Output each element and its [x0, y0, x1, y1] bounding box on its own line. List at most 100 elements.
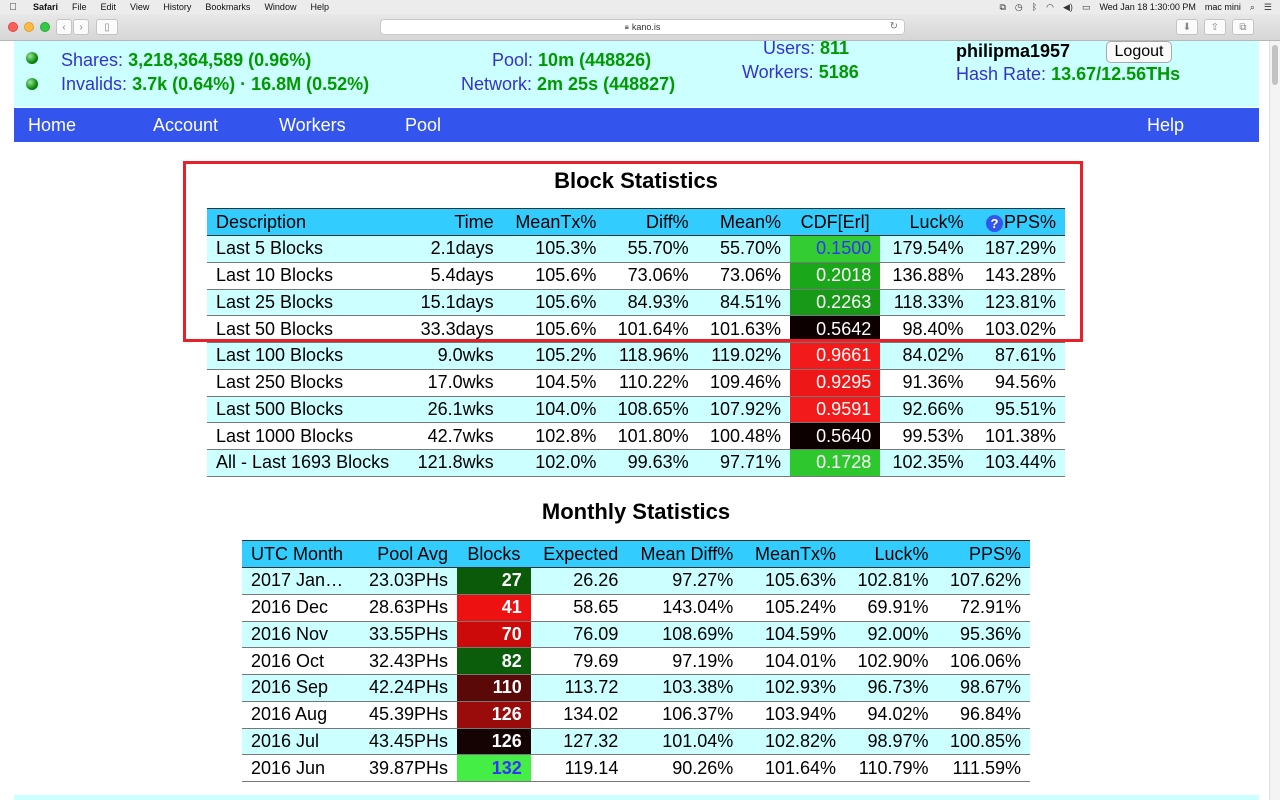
row-month: 2016 Nov [242, 621, 357, 649]
menu-help[interactable]: Help [310, 2, 329, 12]
row-month: 2016 Aug [242, 701, 357, 729]
row-time: 15.1days [405, 289, 503, 317]
nav-account[interactable]: Account [153, 115, 219, 135]
row-mean: 100.48% [697, 422, 791, 450]
row-month: 2016 Sep [242, 674, 357, 702]
share-button[interactable]: ⇧ [1204, 19, 1226, 35]
row-month: 2016 Jul [242, 728, 357, 756]
row-meantx: 103.94% [742, 701, 846, 729]
row-description: All - Last 1693 Blocks [207, 449, 406, 477]
row-meantx: 102.93% [742, 674, 846, 702]
row-pps: 107.62% [937, 567, 1030, 595]
sidebar-button[interactable]: ▯ [96, 19, 118, 35]
row-diff: 110.22% [605, 369, 698, 397]
nav-pool[interactable]: Pool [405, 115, 442, 135]
menu-history[interactable]: History [163, 2, 192, 12]
row-cdf: 0.1500 [790, 235, 881, 263]
scrollbar-thumb[interactable] [1272, 45, 1278, 85]
menu-window[interactable]: Window [264, 2, 297, 12]
table-row: 2016 Nov 33.55PHs 70 76.09 108.69% 104.59% 92.… [242, 621, 1030, 649]
row-diff: 84.93% [605, 289, 698, 317]
address-bar[interactable]: 🔒︎ kano.is ↻ [380, 19, 905, 35]
row-blocks: 70 [457, 621, 531, 649]
forward-button[interactable]: › [73, 19, 89, 35]
row-time: 42.7wks [405, 422, 503, 450]
row-meantx: 105.3% [502, 235, 606, 263]
page-scrollbar[interactable] [1269, 41, 1280, 800]
menu-edit[interactable]: Edit [100, 2, 117, 12]
row-cdf: 0.9661 [790, 342, 881, 370]
row-luck: 98.40% [880, 315, 973, 343]
menu-file[interactable]: File [72, 2, 87, 12]
col-blocks: Blocks [457, 540, 531, 568]
row-meantx: 105.63% [742, 567, 846, 595]
table-header-row: UTC Month Pool Avg Blocks Expected Mean … [242, 540, 1030, 568]
row-luck: 99.53% [880, 422, 973, 450]
row-pool-avg: 45.39PHs [356, 701, 458, 729]
bluetooth-icon[interactable]: ᛒ [1031, 2, 1038, 12]
menubar-clock[interactable]: Wed Jan 18 1:30:00 PM [1099, 2, 1196, 12]
back-button[interactable]: ‹ [56, 19, 72, 35]
row-blocks: 27 [457, 567, 531, 595]
table-row: 2017 Jan… 23.03PHs 27 26.26 97.27% 105.63% 102… [242, 567, 1030, 595]
row-pps: 95.36% [937, 621, 1030, 649]
row-description: Last 5 Blocks [207, 235, 406, 263]
volume-icon[interactable]: ◀) [1063, 1, 1073, 12]
row-luck: 91.36% [880, 369, 973, 397]
row-pool-avg: 39.87PHs [356, 754, 458, 782]
nav-help[interactable]: Help [1147, 115, 1185, 135]
pool-value: 10m (448826) [538, 50, 652, 70]
row-description: Last 50 Blocks [207, 315, 406, 343]
row-luck: 94.02% [845, 701, 938, 729]
reload-icon[interactable]: ↻ [889, 21, 898, 32]
row-description: Last 25 Blocks [207, 289, 406, 317]
col-utc-month: UTC Month [242, 540, 357, 568]
row-cdf: 0.5640 [790, 422, 881, 450]
minimize-window-button[interactable] [24, 22, 34, 32]
network-label: Network: [461, 74, 533, 94]
row-luck: 136.88% [880, 262, 973, 290]
nav-home[interactable]: Home [28, 115, 77, 135]
menubar-user[interactable]: mac mini [1204, 2, 1241, 12]
close-window-button[interactable] [8, 22, 18, 32]
row-expected: 76.09 [530, 621, 628, 649]
zoom-window-button[interactable] [40, 22, 50, 32]
row-pps: 96.84% [937, 701, 1030, 729]
menu-view[interactable]: View [130, 2, 150, 12]
help-icon[interactable]: ? [985, 214, 1003, 232]
col-cdf: CDF[Erl] [790, 208, 881, 236]
row-pps: 123.81% [972, 289, 1065, 317]
row-diff: 99.63% [605, 449, 698, 477]
apple-icon[interactable]:  [0, 2, 26, 13]
workers-value: 5186 [818, 62, 859, 82]
menu-bookmarks[interactable]: Bookmarks [205, 2, 251, 12]
row-meantx: 105.6% [502, 262, 606, 290]
row-luck: 96.73% [845, 674, 938, 702]
row-expected: 26.26 [530, 567, 628, 595]
flag-icon[interactable]: ▭ [1081, 1, 1091, 12]
users-label: Users: [763, 41, 816, 58]
pool-status-header: Shares: 3,218,364,589 (0.96%) Invalids: … [14, 41, 1259, 107]
users-value: 811 [820, 41, 850, 58]
menu-app[interactable]: Safari [33, 2, 59, 12]
col-description: Description [207, 208, 406, 236]
logout-button[interactable]: Logout [1106, 41, 1172, 63]
table-row: Last 500 Blocks 26.1wks 104.0% 108.65% 107.9… [207, 396, 1065, 424]
time-machine-icon[interactable]: ◷ [1014, 1, 1023, 12]
shares-value: 3,218,364,589 (0.96%) [128, 50, 312, 70]
row-month: 2016 Dec [242, 594, 357, 622]
row-cdf: 0.9591 [790, 396, 881, 424]
highlight-box [183, 161, 1083, 342]
nav-workers[interactable]: Workers [279, 115, 346, 135]
tabs-overview-button[interactable]: ⧉ [1232, 19, 1254, 35]
screen-share-icon[interactable]: ⧉ [999, 1, 1006, 12]
row-meantx: 101.64% [742, 754, 846, 782]
sidebar-icon: ▯ [104, 21, 110, 33]
row-meantx: 104.59% [742, 621, 846, 649]
table-row: 2016 Sep 42.24PHs 110 113.72 103.38% 102.93% 9… [242, 674, 1030, 702]
downloads-button[interactable]: ⬇ [1176, 19, 1198, 35]
spotlight-icon[interactable]: ⌕ [1249, 1, 1255, 12]
col-pool-avg: Pool Avg [356, 540, 458, 568]
wifi-icon[interactable]: ◠ [1046, 1, 1055, 12]
notification-center-icon[interactable]: ☰ [1263, 1, 1272, 12]
